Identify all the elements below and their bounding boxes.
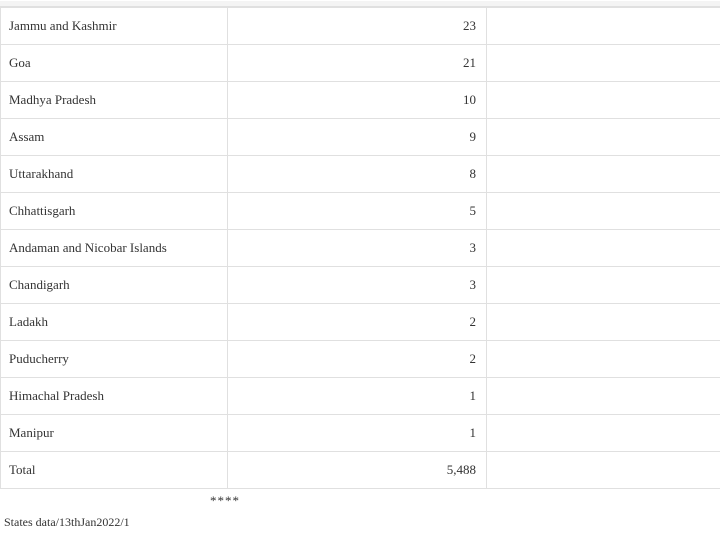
table-row: Chandigarh33 <box>1 267 720 304</box>
table-row: Ladakh22 <box>1 304 720 341</box>
value2-cell: 10 <box>487 82 720 119</box>
value2-cell: 0 <box>487 230 720 267</box>
state-cell: Manipur <box>1 415 228 452</box>
table-row: Madhya Pradesh1010 <box>1 82 720 119</box>
states-table-body: Jammu and Kashmir236Goa2119Madhya Prades… <box>1 8 720 489</box>
value2-cell: 1 <box>487 378 720 415</box>
table-row: Total5,4882,162 <box>1 452 720 489</box>
state-cell: Ladakh <box>1 304 228 341</box>
state-cell: Puducherry <box>1 341 228 378</box>
value2-cell: 5 <box>487 193 720 230</box>
value2-cell: 1 <box>487 415 720 452</box>
state-cell: Uttarakhand <box>1 156 228 193</box>
value1-cell: 10 <box>228 82 487 119</box>
table-row: Assam99 <box>1 119 720 156</box>
states-table: Jammu and Kashmir236Goa2119Madhya Prades… <box>0 7 720 489</box>
state-cell: Chandigarh <box>1 267 228 304</box>
value2-cell: 9 <box>487 119 720 156</box>
value1-cell: 9 <box>228 119 487 156</box>
table-row: Jammu and Kashmir236 <box>1 8 720 45</box>
value1-cell: 3 <box>228 230 487 267</box>
value2-cell: 3 <box>487 267 720 304</box>
table-row: Goa2119 <box>1 45 720 82</box>
table-row: Puducherry22 <box>1 341 720 378</box>
table-row: Himachal Pradesh11 <box>1 378 720 415</box>
table-row: Chhattisgarh55 <box>1 193 720 230</box>
value1-cell: 2 <box>228 304 487 341</box>
value1-cell: 21 <box>228 45 487 82</box>
value1-cell: 1 <box>228 415 487 452</box>
state-cell: Andaman and Nicobar Islands <box>1 230 228 267</box>
value1-cell: 3 <box>228 267 487 304</box>
state-cell: Himachal Pradesh <box>1 378 228 415</box>
value1-cell: 8 <box>228 156 487 193</box>
value2-cell: 2,162 <box>487 452 720 489</box>
footer-source-line: States data/13thJan2022/1 <box>4 515 130 530</box>
state-cell: Goa <box>1 45 228 82</box>
value1-cell: 5 <box>228 193 487 230</box>
table-row: Uttarakhand88 <box>1 156 720 193</box>
state-cell: Madhya Pradesh <box>1 82 228 119</box>
state-cell: Assam <box>1 119 228 156</box>
state-cell: Jammu and Kashmir <box>1 8 228 45</box>
table-row: Andaman and Nicobar Islands30 <box>1 230 720 267</box>
value2-cell: 6 <box>487 8 720 45</box>
value2-cell: 2 <box>487 304 720 341</box>
value2-cell: 2 <box>487 341 720 378</box>
value1-cell: 1 <box>228 378 487 415</box>
value2-cell: 19 <box>487 45 720 82</box>
state-cell: Chhattisgarh <box>1 193 228 230</box>
table-row: Manipur11 <box>1 415 720 452</box>
document-separator: **** <box>0 489 450 509</box>
value1-cell: 2 <box>228 341 487 378</box>
window-top-strip <box>0 0 720 7</box>
value1-cell: 5,488 <box>228 452 487 489</box>
state-cell: Total <box>1 452 228 489</box>
value2-cell: 8 <box>487 156 720 193</box>
value1-cell: 23 <box>228 8 487 45</box>
